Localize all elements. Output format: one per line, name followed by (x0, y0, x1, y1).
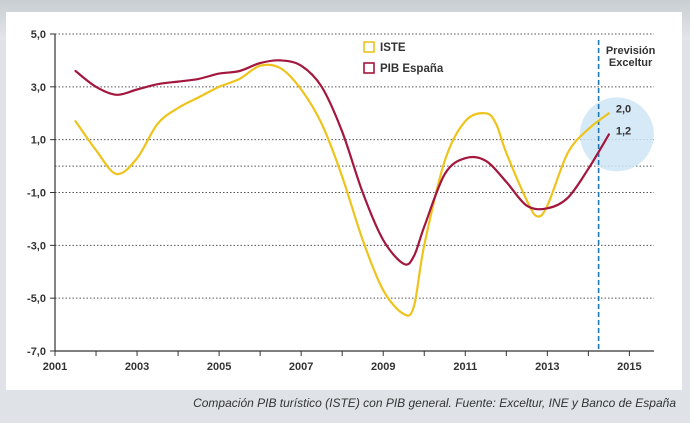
y-tick-label: 5,0 (31, 29, 46, 41)
chart-panel: 5,0 3,0 1,0 -1,0 -3,0 -5,0 -7,0 2001 2003 2005 200… (6, 12, 682, 390)
y-tick-label: 3,0 (31, 82, 46, 94)
legend-label: ISTE (380, 42, 406, 54)
x-tick-label: 2011 (453, 361, 477, 373)
x-tick-label: 2003 (125, 361, 149, 373)
y-tick-label: -3,0 (27, 240, 46, 252)
legend-swatch (363, 41, 375, 53)
legend-swatch (363, 62, 375, 74)
y-tick-label: -7,0 (27, 346, 46, 358)
y-tick-label: 1,0 (31, 135, 46, 147)
forecast-label: Exceltur (609, 57, 653, 69)
x-tick-label: 2005 (207, 361, 231, 373)
series-line-iste (74, 63, 610, 317)
legend-label: PIB España (380, 63, 444, 75)
series-line-pib (74, 59, 610, 266)
chart: 5,0 3,0 1,0 -1,0 -3,0 -5,0 -7,0 2001 2003 2005 200… (27, 29, 656, 373)
series-end-label: 2,0 (616, 103, 631, 115)
y-tick-label: -1,0 (27, 188, 46, 200)
x-tick-label: 2007 (289, 361, 313, 373)
x-tick-label: 2013 (535, 361, 559, 373)
series-end-label: 1,2 (616, 125, 631, 137)
x-tick-label: 2009 (371, 361, 395, 373)
x-tick-label: 2015 (617, 361, 641, 373)
y-tick-label: -5,0 (27, 293, 46, 305)
x-tick-label: 2001 (43, 361, 67, 373)
chart-caption: Compación PIB turístico (ISTE) con PIB g… (193, 396, 676, 410)
forecast-label: Previsión (606, 45, 656, 57)
